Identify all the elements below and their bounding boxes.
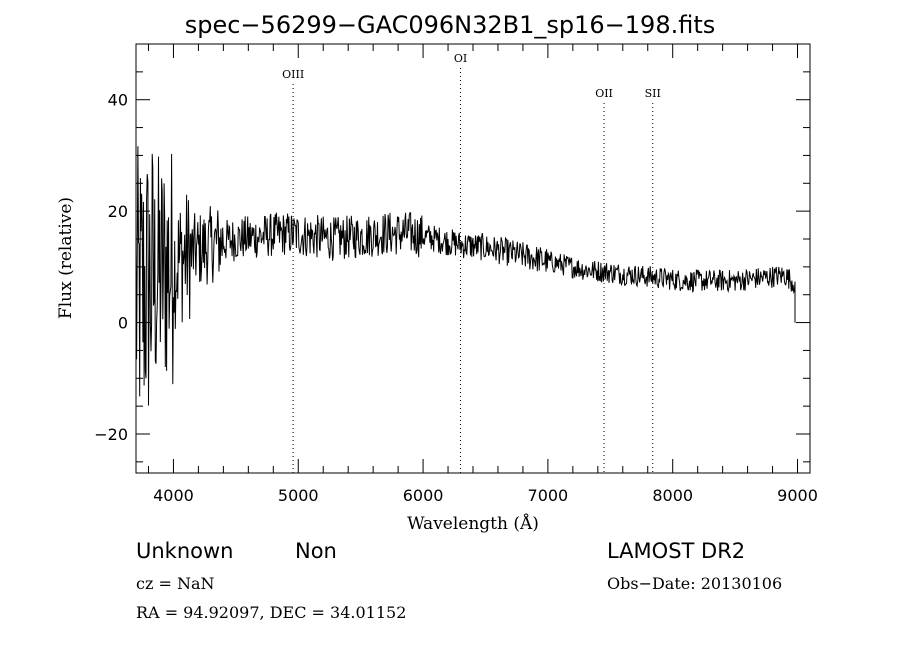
x-tick-label: 4000 — [153, 486, 194, 505]
y-tick-label: 20 — [108, 202, 128, 221]
emission-line-label: OII — [595, 87, 613, 100]
y-tick-label: 40 — [108, 91, 128, 110]
emission-line-markers: OIII OI OII SII — [282, 52, 661, 473]
object-class: Unknown — [136, 539, 234, 563]
major-ticks — [136, 44, 810, 473]
survey-name: LAMOST DR2 — [607, 539, 746, 563]
object-subclass: Non — [295, 539, 337, 563]
minor-ticks — [136, 43, 810, 473]
chart-title: spec−56299−GAC096N32B1_sp16−198.fits — [184, 11, 716, 39]
x-tick-label: 5000 — [278, 486, 319, 505]
spectrum-line — [135, 146, 796, 406]
spectrum-series — [135, 146, 796, 406]
obs-date: Obs−Date: 20130106 — [607, 574, 783, 593]
emission-line-label: OI — [454, 52, 467, 65]
emission-line-label: OIII — [282, 68, 304, 81]
y-tick-label: 0 — [118, 314, 128, 333]
plot-frame — [135, 43, 811, 474]
x-tick-label: 6000 — [403, 486, 444, 505]
ra-dec-readout: RA = 94.92097, DEC = 34.01152 — [136, 603, 407, 622]
x-tick-label: 7000 — [528, 486, 569, 505]
y-axis-label: Flux (relative) — [56, 197, 76, 319]
y-tick-label: −20 — [94, 425, 128, 444]
emission-line-label: SII — [645, 87, 661, 100]
y-tick-labels: −20 0 20 40 — [94, 91, 128, 444]
x-axis-label: Wavelength (Å) — [407, 513, 539, 534]
x-tick-label: 9000 — [777, 486, 818, 505]
redshift-readout: cz = NaN — [136, 574, 215, 593]
x-tick-label: 8000 — [652, 486, 693, 505]
x-tick-labels: 4000 5000 6000 7000 8000 9000 — [153, 486, 818, 505]
